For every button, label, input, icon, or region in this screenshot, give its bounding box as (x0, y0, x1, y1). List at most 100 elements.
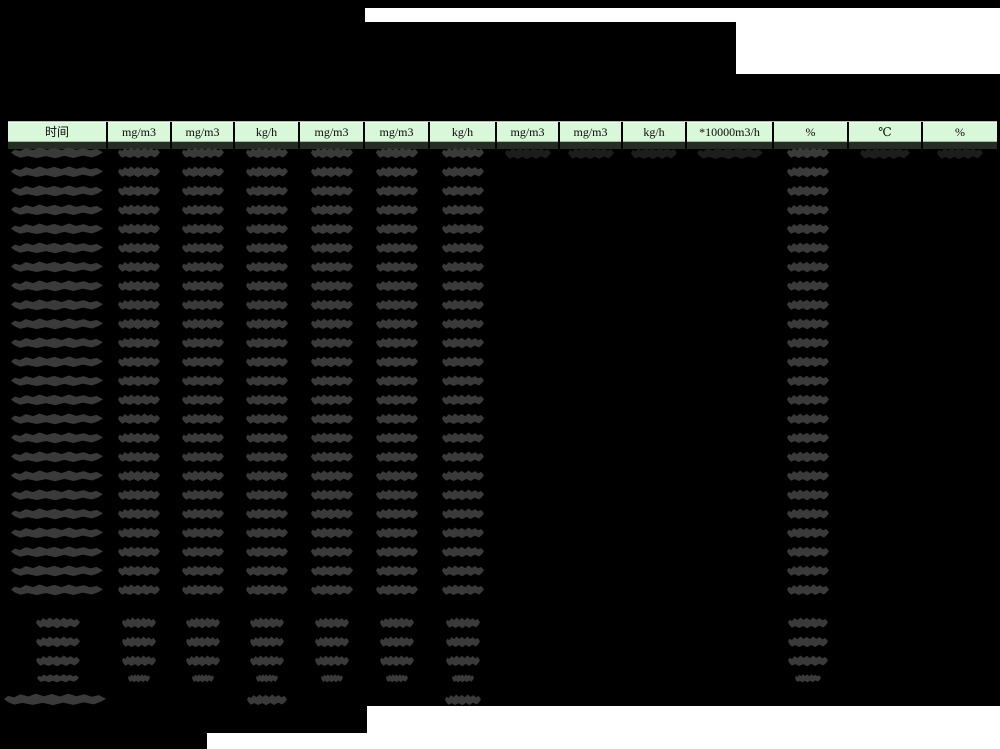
redacted-cell-blob (122, 617, 156, 629)
redacted-cell-blob (11, 470, 103, 482)
header-cell-3: mg/m3 (172, 122, 233, 142)
redacted-cell-blob (186, 636, 220, 648)
redacted-cell-blob (376, 166, 418, 178)
redacted-cell-blob (118, 375, 160, 387)
redacted-cell-blob (182, 565, 224, 577)
redacted-cell-blob (442, 527, 484, 539)
under-header-strip (560, 142, 621, 149)
redacted-cell-blob (311, 204, 353, 216)
redacted-cell-blob (182, 470, 224, 482)
under-header-strip (497, 142, 558, 149)
redacted-cell-blob (311, 356, 353, 368)
redacted-cell-blob (182, 242, 224, 254)
under-header-strip (923, 142, 997, 149)
redacted-cell-blob (11, 204, 103, 216)
redacted-cell-blob (250, 617, 284, 629)
under-header-strip (623, 142, 685, 149)
redacted-cell-blob (442, 204, 484, 216)
redacted-cell-blob (118, 527, 160, 539)
header-cell-14: % (923, 122, 997, 142)
redacted-cell-blob (442, 280, 484, 292)
redacted-cell-blob (787, 337, 829, 349)
redacted-cell-blob (118, 261, 160, 273)
redacted-cell-blob (376, 565, 418, 577)
redacted-cell-blob (246, 546, 288, 558)
redacted-cell-blob (376, 299, 418, 311)
header-cell-2: mg/m3 (108, 122, 170, 142)
redacted-cell-blob (118, 565, 160, 577)
redacted-cell-blob (311, 489, 353, 501)
redacted-cell-blob (380, 636, 414, 648)
header-cell-7: kg/h (430, 122, 495, 142)
redacted-cell-blob (11, 356, 103, 368)
redacted-cell-blob (446, 655, 480, 667)
redacted-cell-blob (787, 356, 829, 368)
header-cell-4: kg/h (235, 122, 298, 142)
page-background-bottom-right (367, 706, 1000, 749)
redacted-cell-blob (11, 508, 103, 520)
redacted-cell-blob (182, 147, 224, 159)
redacted-cell-blob (380, 617, 414, 629)
redacted-cell-blob (182, 375, 224, 387)
redacted-cell-blob (246, 470, 288, 482)
redacted-cell-blob (376, 204, 418, 216)
redacted-cell-blob (376, 470, 418, 482)
redacted-cell-blob (118, 489, 160, 501)
redacted-cell-blob (315, 636, 349, 648)
under-header-strip (430, 142, 495, 149)
redacted-cell-blob (442, 147, 484, 159)
redacted-cell-blob (787, 318, 829, 330)
redacted-cell-blob (11, 261, 103, 273)
redacted-cell-blob (11, 223, 103, 235)
redacted-cell-blob (182, 584, 224, 596)
redacted-cell-blob (442, 166, 484, 178)
redacted-cell-blob (118, 470, 160, 482)
redacted-cell-blob (246, 337, 288, 349)
redacted-cell-blob (246, 584, 288, 596)
redacted-cell-blob (442, 546, 484, 558)
redacted-cell-blob (311, 166, 353, 178)
redacted-cell-blob (246, 223, 288, 235)
redacted-cell-blob (182, 546, 224, 558)
redacted-cell-blob (442, 470, 484, 482)
redacted-cell-blob (11, 565, 103, 577)
redacted-cell-blob (246, 565, 288, 577)
redacted-cell-blob (36, 636, 80, 648)
redacted-cell-blob (631, 147, 677, 160)
redacted-cell-blob (118, 166, 160, 178)
redacted-cell-blob (376, 261, 418, 273)
redacted-cell-blob (311, 451, 353, 463)
redacted-cell-blob (311, 242, 353, 254)
redacted-cell-blob (182, 204, 224, 216)
redacted-cell-blob (118, 584, 160, 596)
redacted-cell-blob (256, 674, 278, 683)
redacted-cell-blob (11, 280, 103, 292)
redacted-cell-blob (311, 280, 353, 292)
redacted-cell-blob (311, 546, 353, 558)
redacted-cell-blob (315, 655, 349, 667)
redacted-cell-blob (11, 318, 103, 330)
redacted-cell-blob (11, 413, 103, 425)
redacted-cell-blob (246, 147, 288, 159)
redacted-cell-blob (795, 674, 821, 683)
redacted-cell-blob (442, 223, 484, 235)
redacted-cell-blob (568, 147, 614, 160)
redacted-cell-blob (787, 470, 829, 482)
redacted-cell-blob (860, 147, 910, 160)
redacted-cell-blob (246, 318, 288, 330)
redacted-cell-blob (311, 147, 353, 159)
redacted-cell-blob (182, 280, 224, 292)
redacted-cell-blob (182, 527, 224, 539)
redacted-cell-blob (442, 489, 484, 501)
redacted-cell-blob (376, 337, 418, 349)
redacted-cell-blob (311, 318, 353, 330)
redacted-cell-blob (787, 508, 829, 520)
under-header-strip (172, 142, 233, 149)
redacted-cell-blob (118, 337, 160, 349)
redacted-cell-blob (192, 674, 214, 683)
redacted-cell-blob (311, 527, 353, 539)
header-cell-13: ℃ (849, 122, 921, 142)
redacted-cell-blob (118, 280, 160, 292)
redacted-cell-blob (246, 489, 288, 501)
redacted-cell-blob (246, 413, 288, 425)
